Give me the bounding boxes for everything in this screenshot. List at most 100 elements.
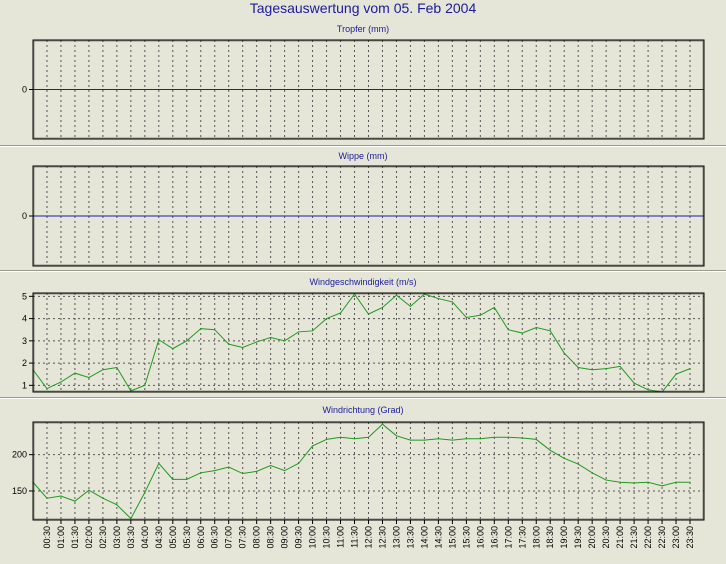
data-point: [284, 340, 286, 342]
y-tick-label: 2: [22, 358, 27, 368]
x-tick-label: 11:00: [336, 526, 346, 548]
y-tick-label: 4: [22, 314, 27, 324]
data-point: [256, 470, 258, 472]
data-point: [270, 464, 272, 467]
data-point: [423, 439, 426, 441]
x-tick-label: 03:00: [112, 526, 122, 549]
data-point: [228, 343, 230, 345]
data-point: [158, 339, 160, 341]
data-point: [563, 352, 565, 354]
x-tick-label: 21:30: [629, 526, 639, 549]
data-point: [689, 481, 691, 483]
data-point: [284, 470, 286, 472]
data-point: [228, 466, 230, 468]
x-tick-label: 07:00: [224, 526, 234, 549]
data-point: [88, 489, 90, 491]
x-tick-label: 13:30: [405, 526, 415, 549]
data-point: [256, 341, 258, 343]
data-point: [102, 369, 104, 371]
data-point: [214, 329, 216, 331]
data-point: [46, 388, 48, 390]
data-point: [591, 369, 593, 371]
data-point: [172, 478, 174, 480]
data-point: [325, 317, 328, 320]
data-point: [242, 346, 244, 349]
data-point: [381, 306, 384, 309]
panel-title-wippe: Wippe (mm): [338, 151, 388, 161]
data-point: [144, 384, 146, 386]
data-point: [298, 462, 300, 464]
data-point: [46, 497, 48, 499]
data-point: [311, 330, 314, 332]
data-point: [381, 423, 384, 425]
data-point: [214, 470, 216, 472]
data-point: [409, 439, 412, 441]
plot-frame-inner: [33, 166, 704, 266]
data-point: [74, 500, 76, 502]
x-tick-label: 15:30: [461, 526, 471, 549]
y-tick-label: 0: [22, 85, 27, 95]
y-tick-label: 200: [12, 450, 27, 460]
data-point: [493, 306, 495, 309]
data-point: [437, 438, 439, 440]
data-point: [619, 365, 621, 368]
x-tick-label: 17:30: [517, 526, 527, 549]
x-tick-label: 06:30: [210, 526, 220, 549]
data-point: [367, 313, 370, 315]
data-point: [451, 301, 453, 303]
data-point: [242, 472, 244, 475]
data-point: [451, 439, 453, 441]
x-tick-label: 05:00: [168, 526, 178, 549]
x-tick-label: 13:00: [391, 526, 401, 549]
panel-divider: [0, 397, 726, 399]
data-point: [493, 436, 495, 438]
x-tick-label: 19:00: [559, 526, 569, 549]
data-point: [409, 305, 412, 307]
data-point: [339, 312, 342, 314]
x-tick-label: 18:00: [531, 526, 541, 549]
plot-frame-inner: [33, 40, 704, 139]
y-tick-label: 150: [12, 486, 27, 496]
data-point: [647, 389, 649, 391]
panel-title-windgeschwindigkeit: Windgeschwindigkeit (m/s): [309, 277, 417, 287]
x-tick-label: 22:00: [643, 526, 653, 549]
series-line: [32, 293, 691, 393]
x-tick-label: 20:30: [601, 526, 611, 549]
data-point: [479, 438, 481, 440]
data-point: [675, 373, 677, 375]
plot-area: [33, 293, 704, 392]
x-tick-label: 04:00: [140, 526, 150, 549]
y-tick-label: 5: [22, 291, 27, 301]
series-line: [32, 423, 691, 520]
data-point: [144, 491, 146, 494]
panel-divider: [0, 270, 726, 272]
data-point: [605, 479, 607, 481]
x-tick-label: 00:30: [42, 526, 52, 549]
data-point: [353, 438, 356, 440]
data-point: [311, 445, 314, 447]
plot-frame-inner: [33, 293, 704, 392]
data-point: [605, 368, 607, 370]
x-tick-label: 05:30: [182, 526, 192, 549]
data-point: [74, 372, 76, 374]
x-tick-label: 22:30: [657, 526, 667, 549]
data-point: [507, 329, 509, 331]
data-point: [535, 438, 537, 441]
x-tick-label: 02:00: [84, 526, 94, 549]
data-point: [633, 482, 635, 484]
data-point: [633, 382, 635, 384]
data-point: [395, 435, 398, 437]
x-tick-label: 02:30: [98, 526, 108, 549]
page-title: Tagesauswertung vom 05. Feb 2004: [249, 0, 477, 16]
data-point: [675, 481, 677, 483]
plot-frame: [32, 292, 705, 393]
data-point: [591, 472, 593, 474]
data-point: [563, 457, 565, 459]
data-point: [270, 336, 272, 339]
data-point: [395, 294, 398, 296]
x-tick-label: 14:30: [433, 526, 443, 549]
x-tick-label: 09:00: [280, 526, 290, 549]
y-tick-label: 1: [22, 380, 27, 390]
data-point: [158, 462, 160, 464]
